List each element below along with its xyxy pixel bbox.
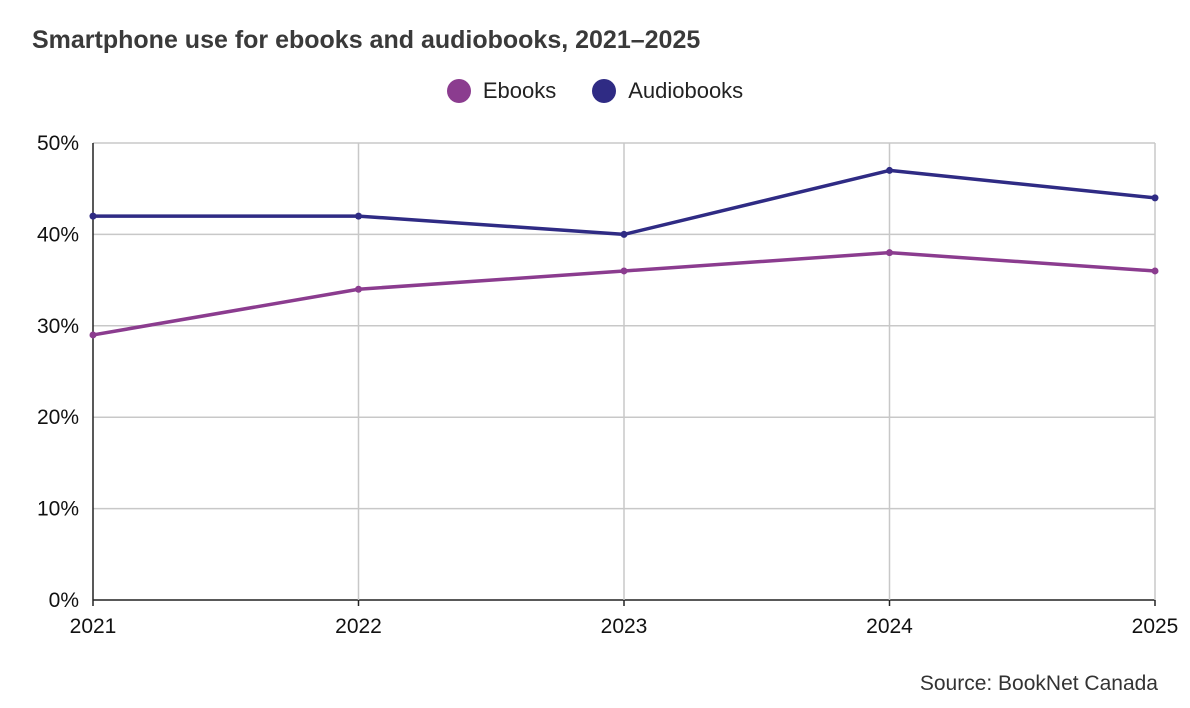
chart-title: Smartphone use for ebooks and audiobooks… bbox=[32, 26, 701, 54]
y-tick-label: 0% bbox=[49, 589, 79, 612]
data-point-audiobooks bbox=[886, 166, 893, 174]
data-point-audiobooks bbox=[620, 230, 628, 238]
legend: Ebooks Audiobooks bbox=[0, 78, 1190, 104]
data-point-ebooks bbox=[1151, 267, 1159, 275]
legend-label-ebooks: Ebooks bbox=[482, 78, 557, 103]
x-tick-label: 2021 bbox=[70, 615, 117, 638]
x-tick-label: 2022 bbox=[335, 615, 382, 638]
y-tick-label: 50% bbox=[37, 132, 79, 155]
legend-item-audiobooks[interactable]: Audiobooks bbox=[592, 78, 743, 104]
data-point-audiobooks bbox=[355, 212, 362, 220]
data-point-ebooks bbox=[355, 285, 362, 293]
legend-swatch-audiobooks bbox=[592, 79, 617, 103]
x-tick-label: 2024 bbox=[866, 615, 913, 638]
data-point-ebooks bbox=[886, 249, 893, 257]
legend-swatch-ebooks bbox=[446, 79, 471, 103]
data-point-audiobooks bbox=[1151, 194, 1159, 202]
legend-item-ebooks[interactable]: Ebooks bbox=[446, 78, 557, 104]
y-tick-label: 20% bbox=[37, 406, 79, 429]
y-tick-label: 10% bbox=[37, 498, 79, 521]
data-point-ebooks bbox=[89, 331, 97, 339]
x-tick-label: 2023 bbox=[601, 615, 648, 638]
data-point-ebooks bbox=[620, 267, 628, 275]
legend-label-audiobooks: Audiobooks bbox=[628, 78, 744, 103]
data-point-audiobooks bbox=[89, 212, 97, 220]
y-tick-label: 40% bbox=[37, 223, 79, 246]
source-note: Source: BookNet Canada bbox=[919, 672, 1158, 695]
x-tick-label: 2025 bbox=[1132, 615, 1179, 638]
y-tick-label: 30% bbox=[37, 315, 79, 338]
